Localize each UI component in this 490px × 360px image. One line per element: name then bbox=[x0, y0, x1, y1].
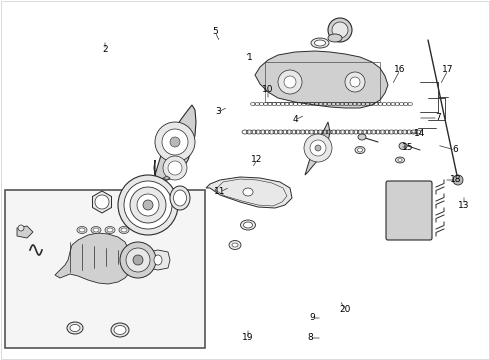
Ellipse shape bbox=[311, 38, 329, 48]
Text: 8: 8 bbox=[307, 333, 313, 342]
Bar bbox=[5, 190, 205, 348]
Text: 19: 19 bbox=[242, 333, 254, 342]
Circle shape bbox=[130, 187, 166, 223]
Ellipse shape bbox=[358, 134, 366, 140]
Ellipse shape bbox=[399, 143, 407, 149]
Text: 9: 9 bbox=[309, 314, 315, 323]
Ellipse shape bbox=[241, 220, 255, 230]
Circle shape bbox=[133, 255, 143, 265]
FancyBboxPatch shape bbox=[386, 181, 432, 240]
Circle shape bbox=[170, 137, 180, 147]
Ellipse shape bbox=[107, 228, 113, 232]
Text: 12: 12 bbox=[251, 156, 263, 165]
Text: 3: 3 bbox=[215, 108, 221, 117]
Text: 2: 2 bbox=[102, 45, 108, 54]
Ellipse shape bbox=[170, 186, 190, 210]
Polygon shape bbox=[163, 176, 170, 180]
Text: 17: 17 bbox=[442, 66, 454, 75]
Ellipse shape bbox=[91, 226, 101, 234]
Text: 14: 14 bbox=[415, 129, 426, 138]
Ellipse shape bbox=[121, 228, 127, 232]
Circle shape bbox=[95, 195, 109, 209]
Text: 10: 10 bbox=[262, 85, 274, 94]
Ellipse shape bbox=[154, 255, 162, 265]
Ellipse shape bbox=[398, 158, 402, 162]
Text: 18: 18 bbox=[450, 175, 462, 184]
Text: 16: 16 bbox=[394, 66, 406, 75]
Circle shape bbox=[118, 175, 178, 235]
Circle shape bbox=[126, 248, 150, 272]
Circle shape bbox=[278, 70, 302, 94]
Circle shape bbox=[350, 77, 360, 87]
Circle shape bbox=[332, 22, 348, 38]
Text: 15: 15 bbox=[402, 143, 414, 152]
Polygon shape bbox=[206, 177, 292, 208]
Ellipse shape bbox=[243, 188, 253, 196]
Ellipse shape bbox=[119, 226, 129, 234]
Ellipse shape bbox=[244, 222, 252, 228]
Ellipse shape bbox=[229, 240, 241, 249]
Ellipse shape bbox=[173, 190, 187, 206]
Circle shape bbox=[168, 161, 182, 175]
Text: 4: 4 bbox=[292, 116, 298, 125]
Ellipse shape bbox=[328, 34, 342, 42]
Circle shape bbox=[137, 194, 159, 216]
Circle shape bbox=[155, 122, 195, 162]
Ellipse shape bbox=[114, 325, 126, 334]
Text: 20: 20 bbox=[339, 306, 351, 315]
Circle shape bbox=[310, 140, 326, 156]
Ellipse shape bbox=[67, 322, 83, 334]
Polygon shape bbox=[93, 191, 112, 213]
Ellipse shape bbox=[232, 243, 238, 247]
Ellipse shape bbox=[105, 226, 115, 234]
Ellipse shape bbox=[395, 157, 405, 163]
Circle shape bbox=[284, 76, 296, 88]
Text: 5: 5 bbox=[212, 27, 218, 36]
Ellipse shape bbox=[77, 226, 87, 234]
Ellipse shape bbox=[70, 324, 80, 332]
Ellipse shape bbox=[111, 323, 129, 337]
Circle shape bbox=[453, 175, 463, 185]
Text: 1: 1 bbox=[247, 53, 253, 62]
Circle shape bbox=[315, 145, 321, 151]
Polygon shape bbox=[55, 233, 132, 284]
Ellipse shape bbox=[355, 147, 365, 153]
Ellipse shape bbox=[315, 40, 325, 46]
Circle shape bbox=[328, 18, 352, 42]
Ellipse shape bbox=[79, 228, 85, 232]
Circle shape bbox=[18, 225, 24, 231]
Text: 11: 11 bbox=[214, 188, 226, 197]
Circle shape bbox=[124, 181, 172, 229]
Polygon shape bbox=[146, 250, 170, 270]
Bar bbox=[265, 62, 380, 102]
Polygon shape bbox=[255, 51, 388, 108]
Ellipse shape bbox=[358, 148, 363, 152]
Circle shape bbox=[120, 242, 156, 278]
Text: 6: 6 bbox=[452, 145, 458, 154]
Polygon shape bbox=[17, 226, 33, 238]
Circle shape bbox=[345, 72, 365, 92]
Polygon shape bbox=[305, 122, 330, 175]
Circle shape bbox=[304, 134, 332, 162]
Circle shape bbox=[143, 200, 153, 210]
Circle shape bbox=[162, 129, 188, 155]
Circle shape bbox=[163, 156, 187, 180]
Ellipse shape bbox=[93, 228, 99, 232]
Text: 7: 7 bbox=[435, 113, 441, 122]
Text: 13: 13 bbox=[458, 201, 470, 210]
Polygon shape bbox=[154, 105, 196, 181]
